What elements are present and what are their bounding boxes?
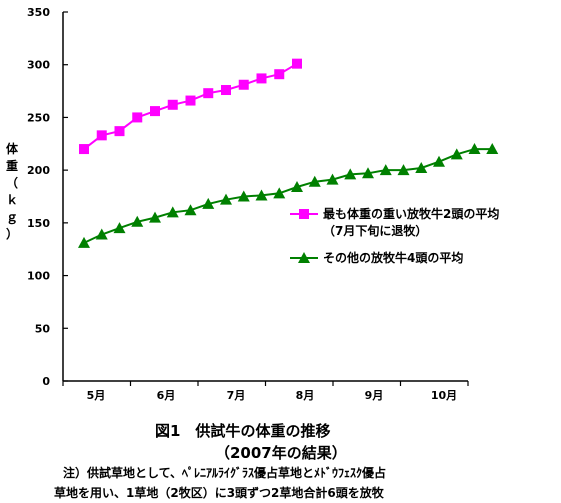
data-point-series-2 (379, 164, 392, 176)
y-tick-label: 300 (27, 59, 50, 72)
data-point-series-2 (184, 204, 197, 216)
note-line2: 草地を用い、1草地（2牧区）に3頭ずつ2草地合計6頭を放牧 (54, 486, 384, 500)
y-axis-label-char: ） (6, 226, 18, 241)
x-tick-label: 10月 (431, 389, 457, 402)
x-tick-label: 6月 (157, 389, 176, 402)
data-point-series-2 (344, 168, 357, 180)
legend-label-series-1: 最も体重の重い放牧牛2頭の平均 (323, 206, 499, 221)
data-point-series-2 (202, 197, 215, 209)
data-point-series-1 (238, 79, 249, 90)
data-point-series-2 (433, 155, 445, 167)
y-tick-label: 0 (42, 375, 50, 388)
figure-title-line2: （2007年の結果） (215, 444, 347, 462)
data-point-series-1 (114, 126, 125, 137)
data-point-series-2 (255, 189, 268, 201)
data-point-series-2 (397, 164, 410, 176)
series-line-2 (83, 148, 493, 244)
y-tick-label: 100 (27, 270, 50, 283)
legend-label-series-2: その他の放牧牛4頭の平均 (323, 250, 463, 265)
data-point-series-1 (221, 85, 231, 96)
data-point-series-2 (78, 236, 90, 248)
y-tick-label: 200 (27, 164, 50, 177)
x-tick-label: 8月 (296, 389, 315, 402)
data-point-series-2 (166, 206, 179, 218)
figure-title-line1: 図1 供試牛の体重の推移 (155, 422, 331, 440)
data-point-series-2 (113, 222, 126, 234)
legend-marker-series-1 (299, 209, 309, 219)
y-tick-label: 50 (35, 322, 51, 335)
data-point-series-2 (273, 187, 286, 199)
data-point-series-2 (220, 193, 232, 205)
y-tick-label: 150 (27, 217, 50, 230)
data-point-series-2 (291, 181, 303, 193)
data-point-series-2 (326, 173, 339, 185)
data-point-series-1 (96, 130, 107, 141)
legend-marker-series-2 (298, 252, 310, 263)
data-point-series-1 (132, 112, 143, 123)
y-axis-label-char: ｋ (6, 193, 18, 207)
data-point-series-1 (150, 106, 160, 117)
data-point-series-2 (468, 143, 481, 155)
data-point-series-1 (167, 99, 178, 110)
x-tick-label: 9月 (365, 389, 384, 402)
data-point-series-1 (292, 58, 302, 69)
note-line1: 注）供試草地として、ﾍﾟﾚﾆｱﾙﾗｲｸﾞﾗｽ優占草地とﾒﾄﾞｳﾌｪｽｸ優占 (63, 466, 387, 480)
data-point-series-2 (486, 143, 499, 155)
y-tick-label: 350 (27, 6, 50, 19)
data-point-series-2 (450, 148, 463, 160)
y-axis-label-char: 体 (6, 141, 19, 156)
data-point-series-2 (415, 162, 428, 174)
y-axis-label-char: （ (6, 175, 18, 190)
data-point-series-2 (308, 175, 321, 187)
x-tick-label: 7月 (227, 389, 246, 402)
data-point-series-1 (203, 88, 214, 99)
data-point-series-1 (185, 95, 196, 106)
y-tick-label: 250 (27, 111, 50, 124)
data-point-series-2 (95, 228, 108, 240)
y-axis-label-char: ｇ (6, 210, 18, 225)
data-point-series-2 (237, 190, 250, 202)
x-tick-label: 5月 (87, 389, 106, 402)
y-axis-label-char: 重 (6, 158, 18, 173)
data-point-series-1 (274, 69, 285, 80)
data-point-series-2 (149, 211, 161, 223)
data-point-series-2 (131, 215, 144, 227)
data-point-series-2 (362, 167, 374, 179)
data-point-series-1 (256, 73, 267, 84)
data-point-series-1 (79, 144, 89, 155)
legend-label-series-1-line2: （7月下旬に退牧） (323, 223, 427, 238)
